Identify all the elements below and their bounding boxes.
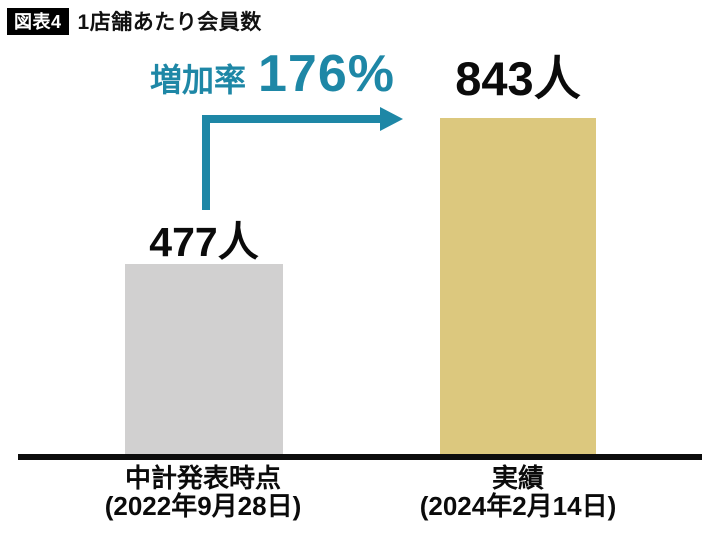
x-axis-line bbox=[18, 454, 702, 460]
category-label-before: 中計発表時点 (2022年9月28日) bbox=[38, 463, 368, 521]
value-label-before: 477人 bbox=[149, 219, 259, 265]
growth-rate-label: 増加率 bbox=[150, 62, 247, 98]
category-name: 実績 bbox=[491, 463, 544, 493]
category-label-after: 実績 (2024年2月14日) bbox=[353, 463, 683, 521]
figure-number-badge: 図表4 bbox=[7, 7, 69, 35]
category-name: 中計発表時点 bbox=[124, 463, 281, 493]
bar-before bbox=[125, 264, 283, 455]
category-date: (2022年9月28日) bbox=[104, 490, 302, 521]
value-label-after: 843人 bbox=[455, 52, 581, 105]
growth-rate-value: 176% bbox=[258, 45, 396, 103]
chart-header: 図表4 1店舗あたり会員数 bbox=[7, 6, 262, 36]
bar-after bbox=[440, 118, 596, 455]
growth-rate-annotation: 増加率 176% bbox=[150, 44, 395, 104]
growth-arrow-icon bbox=[202, 107, 403, 210]
category-date: (2024年2月14日) bbox=[419, 490, 617, 521]
chart-title: 1店舗あたり会員数 bbox=[77, 11, 262, 34]
